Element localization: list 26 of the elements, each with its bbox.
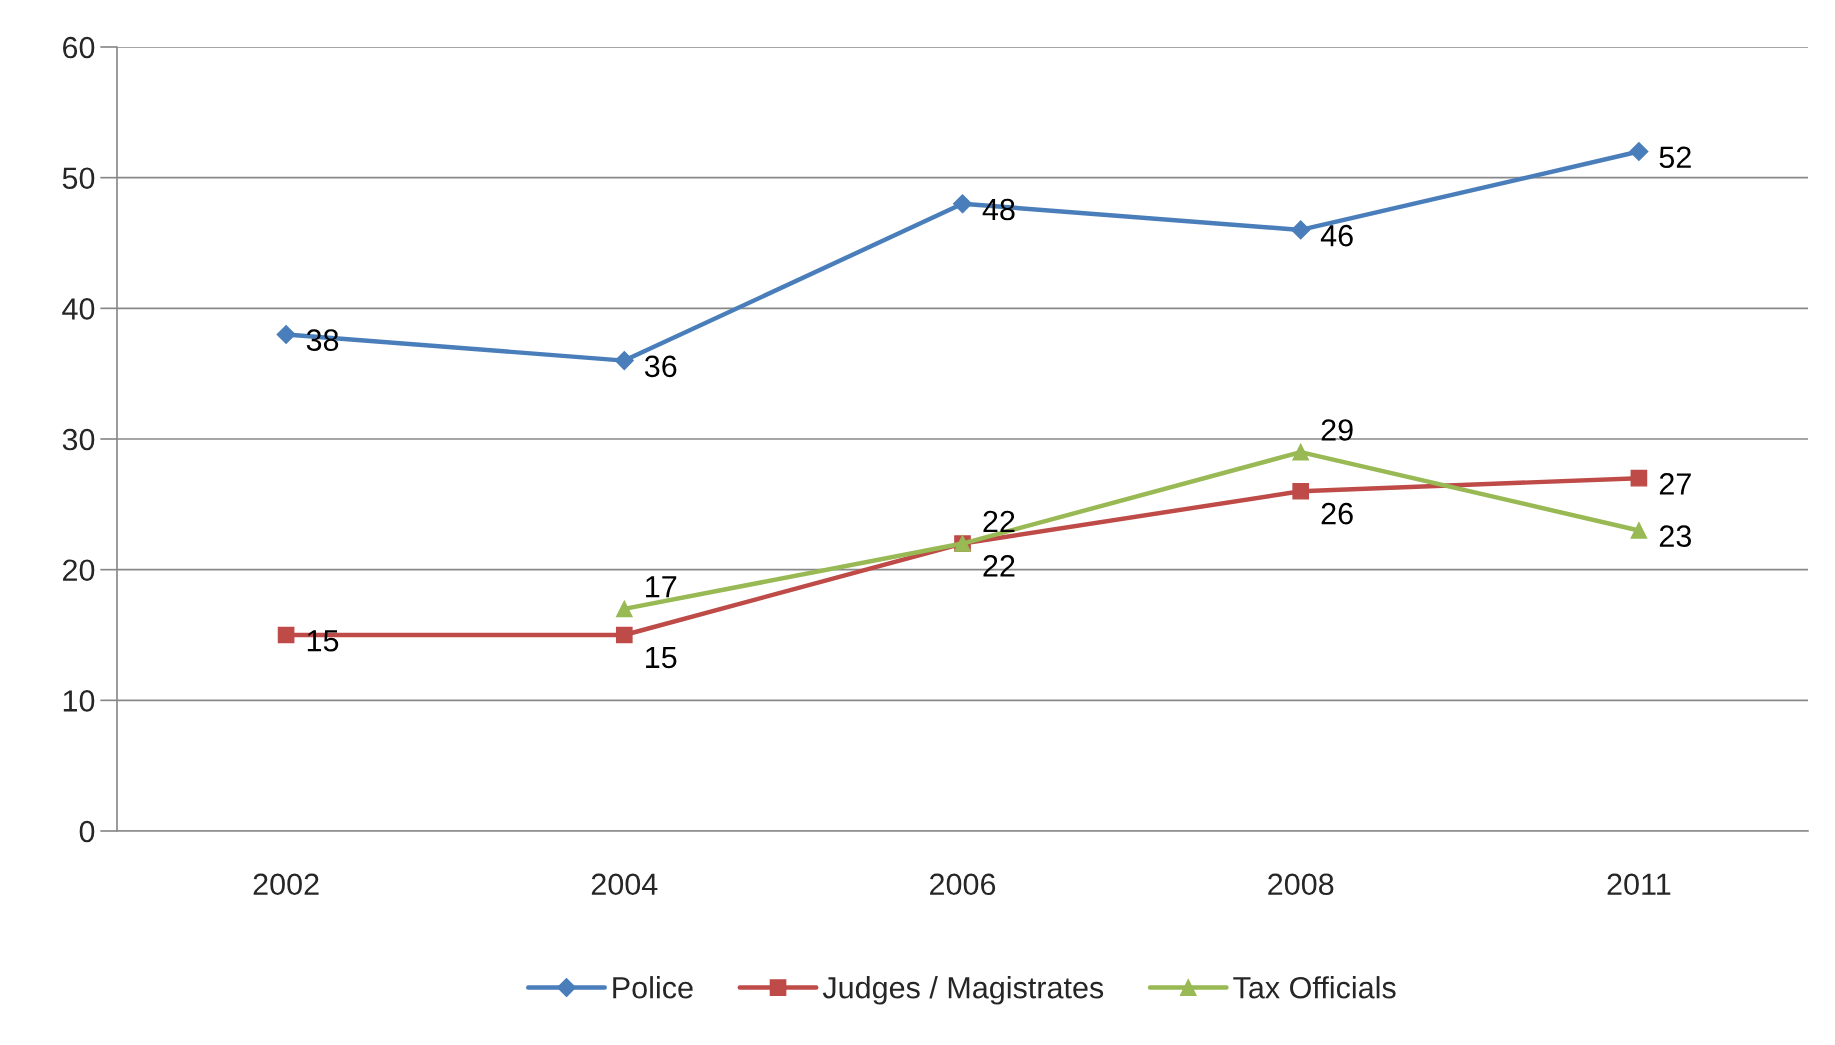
- x-tick-label: 2008: [1268, 873, 1334, 896]
- data-label: 23: [1659, 525, 1691, 547]
- y-tick-label: 30: [62, 428, 95, 451]
- data-label: 27: [1659, 473, 1691, 495]
- legend-label: Judges / Magistrates: [822, 976, 1104, 1005]
- y-tick-label: 10: [63, 690, 95, 712]
- data-label: 22: [983, 510, 1015, 532]
- data-label: 26: [1321, 502, 1353, 525]
- data-label: 17: [646, 576, 677, 598]
- data-label: 46: [1320, 224, 1353, 247]
- y-tick-label: 40: [62, 298, 95, 320]
- x-tick-label: 2004: [591, 873, 658, 896]
- data-label: 22: [983, 555, 1015, 577]
- y-tick-label: 20: [63, 559, 95, 582]
- data-label: 15: [646, 646, 677, 669]
- x-tick-label: 2011: [1607, 873, 1671, 896]
- legend-label: Tax Officials: [1233, 976, 1396, 999]
- data-label: 52: [1659, 146, 1691, 169]
- y-tick-label: 50: [62, 167, 95, 190]
- data-label: 36: [644, 355, 677, 378]
- data-label: 29: [1321, 419, 1353, 441]
- y-tick-label: 0: [79, 820, 95, 843]
- x-tick-label: 2002: [253, 873, 319, 896]
- legend-label: Police: [613, 976, 693, 999]
- x-tick-label: 2006: [930, 873, 996, 896]
- y-tick-label: 60: [63, 36, 95, 59]
